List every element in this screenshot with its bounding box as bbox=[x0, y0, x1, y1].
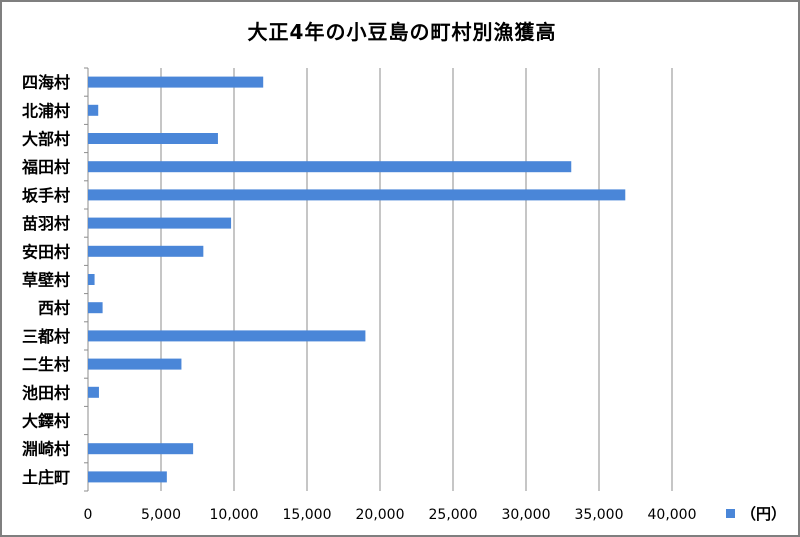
x-tick-label: 10,000 bbox=[210, 507, 259, 523]
category-label: 草壁村 bbox=[22, 271, 70, 290]
legend-swatch bbox=[726, 508, 735, 518]
bar bbox=[88, 76, 264, 88]
bar bbox=[88, 274, 95, 285]
category-label: 土庄町 bbox=[22, 468, 70, 487]
x-tick-label: 0 bbox=[84, 507, 93, 523]
category-label: 淵崎村 bbox=[22, 440, 70, 459]
category-label: 二生村 bbox=[22, 355, 70, 374]
x-tick-label: 35,000 bbox=[575, 507, 624, 523]
legend: （円） bbox=[726, 503, 786, 523]
bar bbox=[88, 217, 232, 229]
x-tick-label: 5,000 bbox=[141, 507, 181, 523]
bar bbox=[88, 245, 204, 257]
bar bbox=[88, 302, 103, 314]
x-tick-label: 30,000 bbox=[502, 507, 551, 523]
bar bbox=[88, 161, 572, 173]
bar bbox=[88, 443, 194, 455]
category-label: 苗羽村 bbox=[22, 214, 70, 233]
category-label: 四海村 bbox=[22, 73, 70, 92]
category-label: 三都村 bbox=[22, 327, 70, 346]
category-label: 池田村 bbox=[22, 383, 70, 402]
category-label: 大鐸村 bbox=[22, 412, 70, 431]
category-label: 坂手村 bbox=[22, 186, 70, 205]
x-tick-label: 15,000 bbox=[283, 507, 332, 523]
bar bbox=[88, 104, 99, 116]
x-tick-label: 40,000 bbox=[648, 507, 697, 523]
bar bbox=[88, 133, 218, 144]
x-tick-label: 20,000 bbox=[356, 507, 405, 523]
category-label: 西村 bbox=[38, 299, 70, 318]
bar bbox=[88, 386, 99, 398]
category-label: 北浦村 bbox=[22, 101, 70, 120]
bar bbox=[88, 189, 626, 201]
bar bbox=[88, 471, 167, 483]
category-label: 安田村 bbox=[22, 242, 70, 261]
category-label: 大部村 bbox=[22, 130, 70, 149]
x-tick-label: 25,000 bbox=[429, 507, 478, 523]
chart-title: 大正4年の小豆島の町村別漁獲高 bbox=[247, 20, 557, 44]
legend-label: （円） bbox=[741, 504, 787, 523]
category-label: 福田村 bbox=[21, 158, 70, 177]
bar bbox=[88, 330, 366, 342]
bar bbox=[88, 358, 182, 370]
